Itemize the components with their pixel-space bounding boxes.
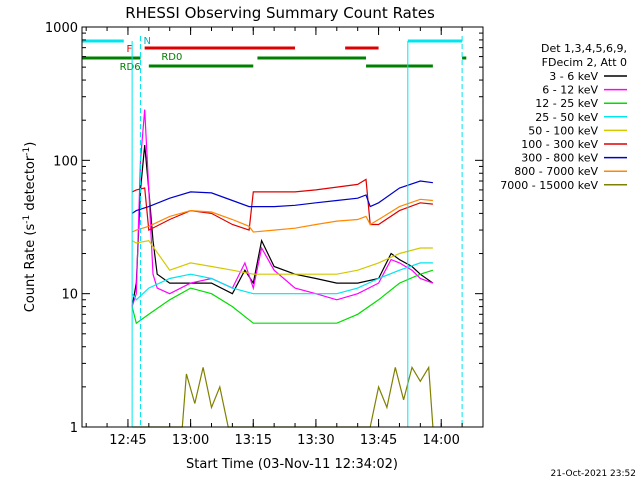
legend-header-line-1: Det 1,3,4,5,6,9,	[541, 42, 627, 55]
series-line-4	[131, 239, 433, 275]
y-tick-label: 1000	[45, 21, 78, 36]
legend-header-line-2: FDecim 2, Att 0	[542, 56, 627, 69]
observing-flags: FN RD0 RD6	[82, 36, 467, 73]
x-tick-label: 13:00	[172, 433, 209, 448]
legend-entry-label: 800 - 7000 keV	[514, 165, 598, 178]
legend-entry-label: 7000 - 15000 keV	[500, 179, 598, 192]
x-tick-label: 13:45	[360, 433, 397, 448]
flag-label-rd0: RD0	[161, 52, 182, 63]
series-line-1	[131, 109, 434, 307]
legend: Det 1,3,4,5,6,9, FDecim 2, Att 0 3 - 6 k…	[500, 42, 627, 192]
legend-entry-label: 6 - 12 keV	[542, 84, 598, 97]
x-axis: 12:45 13:00 13:15 13:30 13:45 14:00	[85, 27, 484, 448]
attenuator-lines	[131, 36, 463, 427]
y-tick-label: 1	[70, 421, 78, 436]
flag-label-f: F	[126, 44, 132, 55]
series-line-2	[131, 269, 434, 325]
x-tick-label: 12:45	[109, 433, 146, 448]
legend-entry-label: 50 - 100 keV	[528, 124, 598, 137]
x-axis-label: Start Time (03-Nov-11 12:34:02)	[186, 457, 398, 472]
y-tick-label: 100	[53, 154, 78, 169]
x-tick-label: 13:15	[235, 433, 272, 448]
legend-entry-label: 3 - 6 keV	[549, 70, 598, 83]
plot-frame	[81, 26, 484, 428]
legend-entry-label: 100 - 300 keV	[521, 138, 598, 151]
chart-title: RHESSI Observing Summary Count Rates	[125, 4, 435, 22]
y-axis-label: Count Rate (s-1 detector-1)	[22, 142, 38, 313]
series-line-3	[131, 262, 433, 301]
x-tick-label: 13:30	[297, 433, 334, 448]
flag-label-n: N	[143, 36, 150, 47]
legend-entry-label: 12 - 25 keV	[535, 97, 598, 110]
y-tick-label: 10	[61, 288, 78, 303]
generation-timestamp: 21-Oct-2021 23:52	[551, 469, 636, 479]
series-line-7	[131, 198, 433, 233]
x-tick-label: 14:00	[422, 433, 459, 448]
flag-label-rd6: RD6	[120, 62, 141, 73]
series-line-5	[131, 178, 433, 232]
series-layer	[131, 109, 434, 428]
legend-entry-label: 300 - 800 keV	[521, 152, 598, 165]
y-axis: 1 10 100 1000	[45, 21, 483, 436]
series-line-6	[131, 180, 433, 214]
legend-entry-label: 25 - 50 keV	[535, 111, 598, 124]
